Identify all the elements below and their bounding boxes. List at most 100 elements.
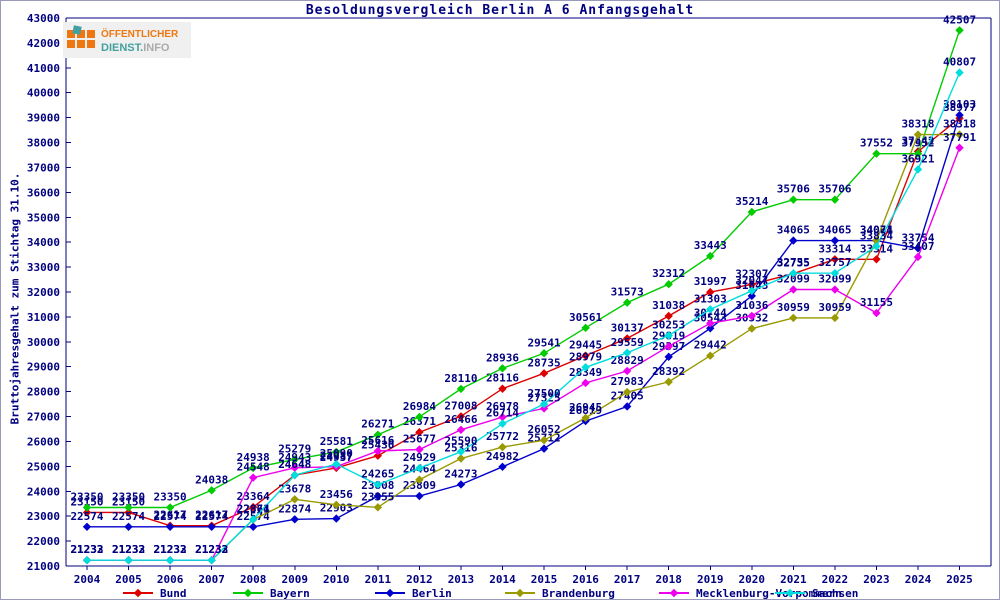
point-value-label: 25772	[486, 430, 519, 443]
y-tick-label: 36000	[27, 186, 60, 199]
y-tick-label: 42000	[27, 37, 60, 50]
y-tick-label: 33000	[27, 261, 60, 274]
data-point-marker	[498, 462, 507, 472]
point-value-label: 31573	[611, 286, 644, 299]
point-value-label: 33834	[860, 229, 893, 242]
data-point-marker	[789, 268, 798, 278]
x-tick-label: 2011	[365, 573, 392, 586]
data-point-marker	[385, 588, 395, 598]
point-value-label: 26371	[403, 415, 436, 428]
point-value-label: 21232	[70, 543, 103, 556]
logo-line2-dienst: DIENST.	[101, 42, 144, 54]
point-value-label: 37642	[901, 134, 934, 147]
x-tick-label: 2005	[115, 573, 142, 586]
point-value-label: 21233	[154, 543, 187, 556]
data-point-marker	[664, 280, 673, 289]
point-value-label: 34071	[860, 223, 893, 236]
point-value-label: 26714	[486, 407, 519, 420]
data-point-marker	[872, 255, 881, 264]
legend-label: Berlin	[412, 587, 452, 600]
data-point-marker	[664, 311, 673, 321]
point-value-label: 27500	[527, 387, 560, 400]
data-point-marker	[415, 491, 424, 501]
x-tick-label: 2020	[739, 573, 766, 586]
point-value-label: 28349	[569, 366, 602, 379]
point-value-label: 31303	[694, 292, 727, 305]
y-tick-label: 27000	[27, 411, 60, 424]
point-value-label: 23678	[278, 482, 311, 495]
point-value-label: 31155	[860, 296, 893, 309]
data-point-marker	[622, 348, 632, 358]
data-point-marker	[706, 324, 715, 333]
point-value-label: 24273	[444, 467, 477, 480]
data-point-marker	[82, 508, 92, 517]
point-value-label: 28979	[569, 350, 602, 363]
x-tick-label: 2019	[697, 573, 724, 586]
data-point-marker	[498, 412, 507, 422]
data-point-marker	[456, 384, 466, 394]
logo-text: ÖFFENTLICHER DIENST.INFO	[101, 26, 178, 54]
data-point-marker	[789, 236, 798, 245]
y-tick-label: 40000	[27, 87, 60, 100]
data-point-marker	[955, 130, 964, 139]
y-tick-label: 26000	[27, 435, 60, 448]
point-value-label: 34065	[777, 224, 810, 237]
point-value-label: 37552	[860, 137, 893, 150]
data-point-marker	[82, 522, 92, 531]
point-value-label: 26052	[527, 423, 560, 436]
data-point-marker	[913, 149, 923, 158]
data-point-marker	[165, 522, 175, 531]
data-point-marker	[830, 313, 840, 323]
point-value-label: 25090	[320, 447, 353, 460]
point-value-label: 25581	[320, 435, 353, 448]
series-line	[87, 117, 960, 527]
point-value-label: 24982	[486, 450, 519, 463]
point-value-label: 24265	[361, 468, 394, 481]
point-value-label: 30959	[777, 301, 810, 314]
data-point-marker	[456, 412, 466, 421]
point-value-label: 26978	[486, 400, 519, 413]
data-point-marker	[913, 252, 923, 262]
point-value-label: 27983	[611, 375, 644, 388]
point-value-label: 25430	[361, 439, 394, 452]
series-line	[87, 147, 961, 561]
legend-item-mecklenburg-vorpommern: Mecklenburg-Vorpommern	[659, 587, 842, 599]
data-point-marker	[706, 251, 715, 261]
logo-squares-icon	[67, 25, 97, 53]
point-value-label: 23809	[403, 479, 436, 492]
point-value-label: 28936	[486, 351, 519, 364]
data-point-marker	[498, 419, 507, 428]
point-value-label: 26271	[361, 418, 394, 431]
data-point-marker	[249, 515, 258, 524]
y-tick-label: 24000	[27, 485, 60, 498]
point-value-label: 26466	[444, 413, 477, 426]
point-value-label: 26945	[569, 401, 602, 414]
data-point-marker	[706, 305, 715, 314]
data-point-marker	[747, 286, 756, 296]
data-point-marker	[124, 555, 133, 565]
y-tick-label: 32000	[27, 286, 60, 299]
series-berlin: 2257422574225742257422574228742290323808…	[70, 98, 976, 531]
data-point-marker	[249, 522, 258, 531]
data-point-marker	[747, 280, 756, 289]
data-point-marker	[498, 364, 507, 373]
point-value-label: 37791	[943, 131, 976, 144]
data-point-marker	[789, 313, 798, 323]
point-value-label: 31843	[735, 279, 768, 292]
data-point-marker	[955, 26, 964, 35]
data-point-marker	[456, 454, 466, 463]
data-point-marker	[622, 387, 632, 397]
point-value-label: 21233	[112, 543, 145, 556]
point-value-label: 21232	[70, 543, 103, 556]
data-point-marker	[207, 486, 216, 495]
legend-label: Bayern	[270, 587, 310, 600]
data-point-marker	[539, 444, 549, 453]
data-point-marker	[124, 508, 133, 517]
oeffentlicher-dienst-logo[interactable]: ÖFFENTLICHER DIENST.INFO	[63, 22, 191, 58]
data-point-marker	[290, 495, 299, 504]
point-value-label: 32757	[818, 256, 851, 269]
data-point-marker	[124, 503, 133, 512]
logo-line1: ÖFFENTLICHER	[101, 29, 179, 40]
point-value-label: 32047	[735, 274, 768, 287]
data-point-marker	[581, 323, 590, 333]
